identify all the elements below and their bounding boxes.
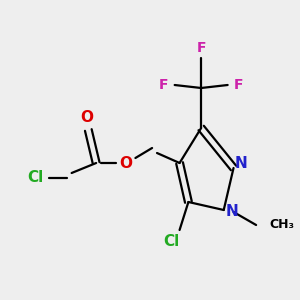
Text: O: O (80, 110, 93, 125)
Text: N: N (225, 205, 238, 220)
Text: F: F (234, 78, 243, 92)
Text: F: F (159, 78, 169, 92)
Text: Cl: Cl (27, 170, 44, 185)
Text: Cl: Cl (164, 233, 180, 248)
Text: O: O (119, 155, 132, 170)
Text: F: F (196, 41, 206, 55)
Text: N: N (235, 157, 248, 172)
Text: CH₃: CH₃ (270, 218, 295, 232)
